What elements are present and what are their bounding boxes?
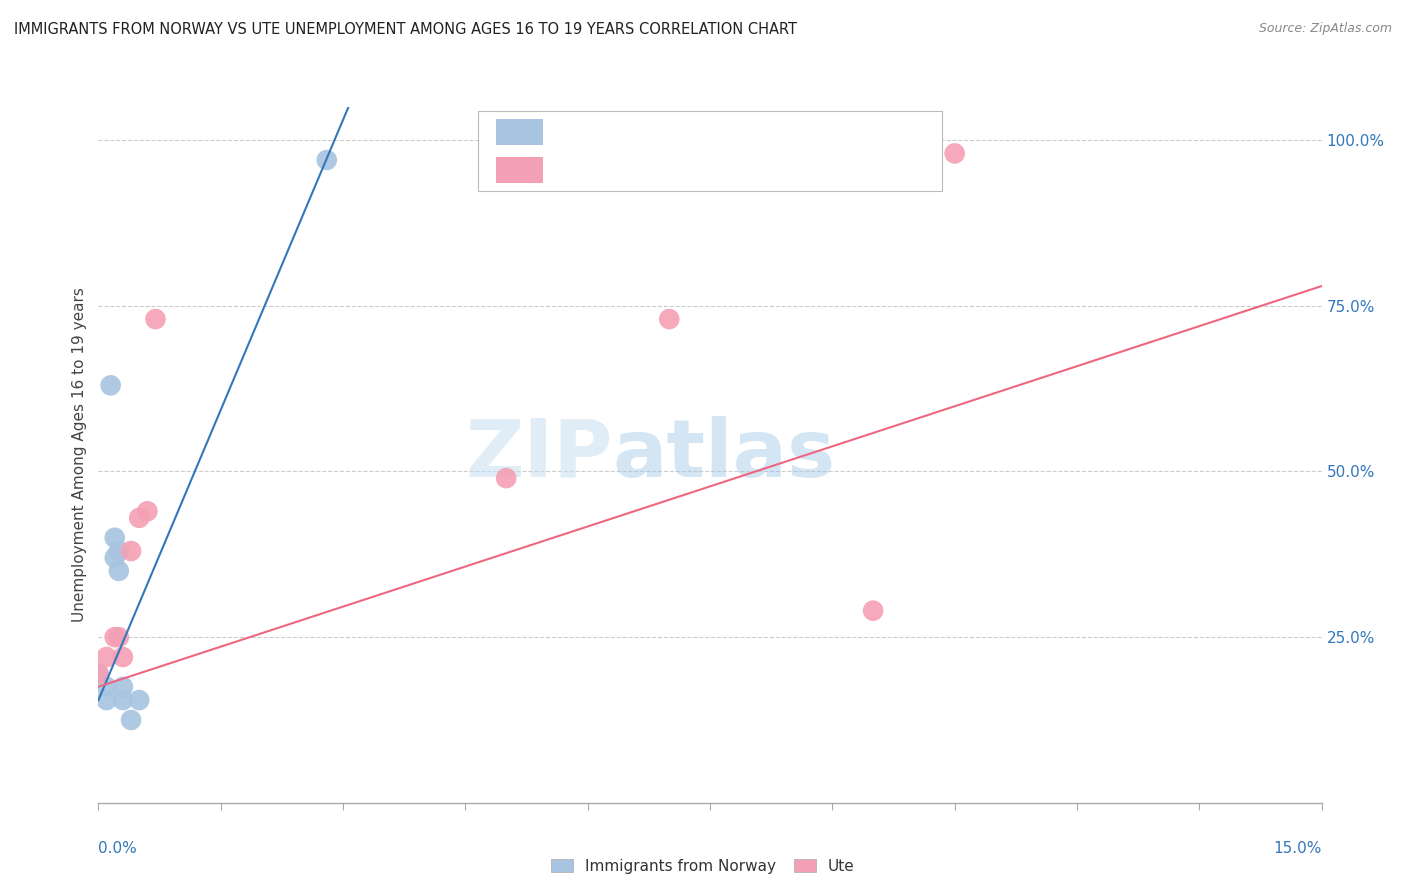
Point	[108, 564, 131, 578]
Point	[111, 693, 134, 707]
Point	[658, 312, 681, 326]
Point	[96, 693, 118, 707]
Point	[862, 604, 884, 618]
Point	[104, 630, 127, 644]
Point	[104, 531, 127, 545]
Point	[96, 680, 118, 694]
Point	[100, 378, 122, 392]
Point	[128, 693, 150, 707]
Point	[111, 680, 134, 694]
Text: IMMIGRANTS FROM NORWAY VS UTE UNEMPLOYMENT AMONG AGES 16 TO 19 YEARS CORRELATION: IMMIGRANTS FROM NORWAY VS UTE UNEMPLOYME…	[14, 22, 797, 37]
Text: 0.0%: 0.0%	[98, 841, 138, 856]
Point	[495, 471, 517, 485]
Point	[943, 146, 966, 161]
Legend: Immigrants from Norway, Ute: Immigrants from Norway, Ute	[546, 853, 860, 880]
Point	[104, 550, 127, 565]
Point	[111, 650, 134, 665]
Point	[108, 630, 131, 644]
Point	[120, 713, 142, 727]
Point	[120, 544, 142, 558]
Point	[315, 153, 337, 167]
Text: Source: ZipAtlas.com: Source: ZipAtlas.com	[1258, 22, 1392, 36]
Text: atlas: atlas	[612, 416, 835, 494]
Y-axis label: Unemployment Among Ages 16 to 19 years: Unemployment Among Ages 16 to 19 years	[72, 287, 87, 623]
Text: 15.0%: 15.0%	[1274, 841, 1322, 856]
Point	[87, 666, 110, 681]
Point	[108, 544, 131, 558]
Point	[136, 504, 159, 518]
Point	[96, 650, 118, 665]
Point	[87, 666, 110, 681]
Point	[128, 511, 150, 525]
Text: ZIP: ZIP	[465, 416, 612, 494]
Point	[145, 312, 167, 326]
